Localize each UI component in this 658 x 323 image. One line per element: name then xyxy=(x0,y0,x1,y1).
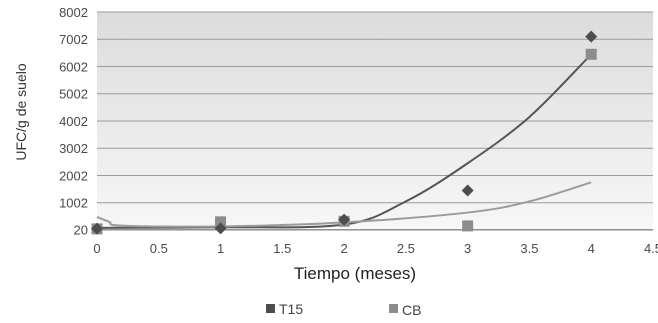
trendline-cb xyxy=(96,181,592,228)
legend-label-t15: T15 xyxy=(279,301,303,317)
y-tick-label: 6002 xyxy=(59,59,88,74)
x-tick-label: 2 xyxy=(340,241,347,256)
y-tick-label: 1002 xyxy=(59,196,88,211)
data-point-t15 xyxy=(214,222,227,235)
data-point-t15 xyxy=(585,30,598,43)
x-tick-label: 3 xyxy=(464,241,471,256)
y-tick-label: 2002 xyxy=(59,168,88,183)
data-point-t15 xyxy=(338,213,351,226)
legend: T15 CB xyxy=(266,301,421,318)
x-tick-label: 4.5 xyxy=(644,241,658,256)
data-point-cb xyxy=(585,48,597,60)
gridlines xyxy=(97,11,653,231)
data-markers xyxy=(91,30,598,235)
y-axis-ticks: 20 1002 2002 3002 4002 5002 6002 7002 8002 xyxy=(59,5,88,237)
data-point-cb xyxy=(215,216,227,228)
y-tick-label: 20 xyxy=(74,222,88,237)
x-axis-label: Tiempo (meses) xyxy=(294,264,416,283)
y-tick-label: 4002 xyxy=(59,114,88,129)
y-axis-label: UFC/g de suelo xyxy=(13,63,29,160)
x-tick-label: 3.5 xyxy=(520,241,538,256)
legend-marker-t15 xyxy=(266,304,275,313)
y-tick-label: 8002 xyxy=(59,5,88,20)
data-point-t15 xyxy=(461,184,474,197)
legend-marker-cb xyxy=(389,304,398,313)
x-tick-label: 1 xyxy=(217,241,224,256)
x-tick-label: 2.5 xyxy=(397,241,415,256)
x-tick-label: 4 xyxy=(588,241,595,256)
data-point-t15 xyxy=(91,222,103,235)
x-tick-label: 0.5 xyxy=(150,241,168,256)
data-point-cb xyxy=(462,220,474,232)
x-tick-label: 0 xyxy=(93,241,100,256)
y-tick-label: 5002 xyxy=(59,87,88,102)
y-tick-label: 3002 xyxy=(59,141,88,156)
x-axis-ticks: 0 0.5 1 1.5 2 2.5 3 3.5 4 4.5 xyxy=(93,241,658,256)
x-tick-label: 1.5 xyxy=(273,241,291,256)
y-tick-label: 7002 xyxy=(59,32,88,47)
legend-label-cb: CB xyxy=(402,302,421,318)
trendlines xyxy=(96,53,592,229)
